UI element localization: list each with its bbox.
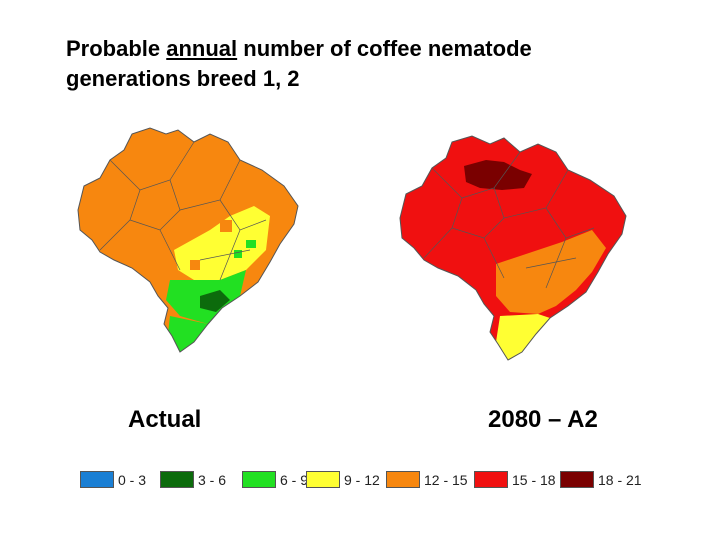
- caption-2080-a2: 2080 – A2: [488, 406, 598, 433]
- orange-patch: [190, 260, 200, 270]
- region-3-6: [200, 290, 230, 312]
- caption-actual: Actual: [128, 406, 202, 433]
- legend-label: 6 - 9: [280, 472, 309, 488]
- slide-title: Probable annual number of coffee nematod…: [66, 34, 686, 94]
- legend-swatch: [306, 471, 340, 488]
- future-map-border: [399, 135, 627, 361]
- region-18-21: [464, 160, 532, 190]
- legend-swatch: [242, 471, 276, 488]
- future-state-borders: [423, 151, 595, 289]
- green-patch: [246, 240, 256, 248]
- brazil-map-actual: [77, 127, 299, 353]
- orange-patch: [220, 220, 232, 232]
- legend-swatch: [160, 471, 194, 488]
- legend-label: 3 - 6: [198, 472, 227, 488]
- title-part1: Probable: [66, 36, 167, 61]
- title-part2: number of coffee nematode: [237, 36, 532, 61]
- legend-label: 0 - 3: [118, 472, 147, 488]
- legend-swatch: [80, 471, 114, 488]
- title-underlined-word: annual: [166, 36, 238, 61]
- actual-map-regions: [78, 128, 298, 352]
- legend-label: 12 - 15: [424, 472, 468, 488]
- future-map-regions: [400, 136, 626, 360]
- actual-map-border: [77, 127, 299, 353]
- green-south: [168, 316, 208, 352]
- legend-swatch: [386, 471, 420, 488]
- actual-state-borders: [99, 141, 267, 281]
- region-12-15: [496, 230, 606, 314]
- legend-label: 18 - 21: [598, 472, 642, 488]
- legend: 0 - 3 3 - 6 6 - 9 9 - 12 12 - 15 15 - 18…: [80, 468, 670, 494]
- legend-swatch: [560, 471, 594, 488]
- legend-swatch: [474, 471, 508, 488]
- legend-label: 15 - 18: [512, 472, 556, 488]
- region-9-12: [496, 314, 550, 360]
- title-line2: generations breed 1, 2: [66, 66, 300, 91]
- green-patch: [234, 250, 242, 258]
- brazil-map-2080-a2: [399, 135, 627, 361]
- legend-label: 9 - 12: [344, 472, 380, 488]
